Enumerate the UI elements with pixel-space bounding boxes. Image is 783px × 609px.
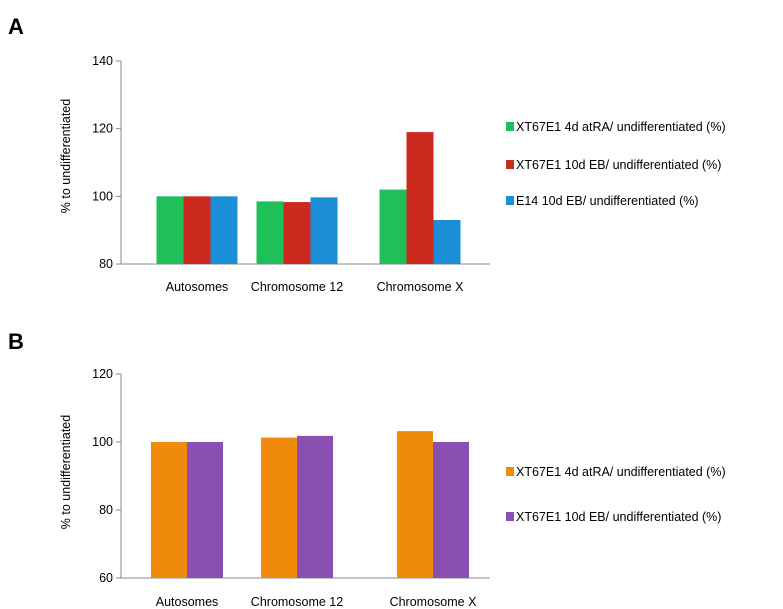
bar (156, 196, 184, 264)
bar (397, 431, 433, 578)
category-label: Chromosome 12 (251, 280, 343, 294)
bar (256, 201, 284, 264)
y-tick-label: 60 (99, 571, 113, 585)
legend-label: XT67E1 10d EB/ undifferentiated (%) (516, 158, 721, 172)
panel-a-label: A (8, 14, 24, 39)
bar (433, 442, 469, 578)
legend-swatch (506, 512, 514, 521)
legend-label: XT67E1 4d atRA/ undifferentiated (%) (516, 120, 726, 134)
legend-swatch (506, 122, 514, 131)
legend-swatch (506, 196, 514, 205)
legend-swatch (506, 467, 514, 476)
legend-label: E14 10d EB/ undifferentiated (%) (516, 194, 699, 208)
y-tick-label: 140 (92, 54, 113, 68)
legend-label: XT67E1 4d atRA/ undifferentiated (%) (516, 465, 726, 479)
legend-swatch (506, 160, 514, 169)
panel-b-bars (151, 431, 469, 578)
category-label: Chromosome X (390, 595, 477, 609)
bar (151, 442, 187, 578)
y-tick-label: 100 (92, 435, 113, 449)
bar (261, 437, 297, 578)
panel-b-y-axis-label: % to undifferentiated (59, 415, 73, 529)
category-label: Autosomes (156, 595, 219, 609)
category-label: Chromosome X (377, 280, 464, 294)
bar (310, 197, 338, 264)
category-label: Chromosome 12 (251, 595, 343, 609)
bar (187, 442, 223, 578)
bar (283, 202, 311, 264)
y-tick-label: 80 (99, 503, 113, 517)
panel-a-legend: XT67E1 4d atRA/ undifferentiated (%) XT67… (506, 120, 726, 208)
category-label: Autosomes (166, 280, 229, 294)
bar (433, 220, 461, 264)
y-tick-label: 120 (92, 122, 113, 136)
panel-b-label: B (8, 329, 24, 354)
bar (297, 435, 333, 578)
panel-b-category-labels: Autosomes Chromosome 12 Chromosome X (156, 595, 477, 609)
bar (210, 196, 238, 264)
panel-a-category-labels: Autosomes Chromosome 12 Chromosome X (166, 280, 464, 294)
y-tick-label: 80 (99, 257, 113, 271)
y-tick-label: 100 (92, 189, 113, 203)
legend-label: XT67E1 10d EB/ undifferentiated (%) (516, 510, 721, 524)
y-tick-label: 120 (92, 367, 113, 381)
panel-a-tick-labels: 80 100 120 140 (92, 54, 113, 271)
panel-b: B % to undifferentiated 60 80 100 120 Autos… (8, 329, 726, 609)
panel-a-bars (156, 132, 461, 264)
bar (406, 132, 434, 264)
bar (379, 189, 407, 264)
bar (183, 196, 211, 264)
panel-a-y-axis-label: % to undifferentiated (59, 99, 73, 213)
panel-b-tick-labels: 60 80 100 120 (92, 367, 113, 585)
panel-b-legend: XT67E1 4d atRA/ undifferentiated (%) XT67… (506, 465, 726, 524)
panel-a: A % to undifferentiated 80 100 120 140 Auto… (8, 14, 726, 294)
